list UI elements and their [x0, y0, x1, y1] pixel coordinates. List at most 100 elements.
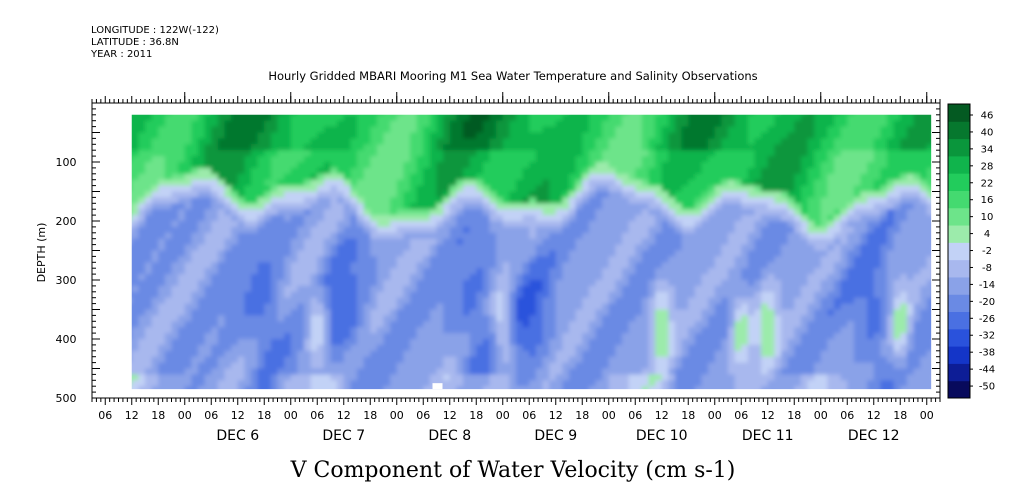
field-cell: [270, 156, 279, 163]
field-cell: [781, 374, 789, 381]
field-cell: [158, 368, 166, 375]
field-cell: [463, 250, 471, 257]
field-cell: [449, 138, 457, 145]
field-cell: [781, 120, 789, 128]
field-cell: [754, 162, 762, 169]
field-cell: [562, 226, 570, 234]
field-cell: [191, 368, 199, 375]
field-cell: [741, 120, 749, 128]
field-cell: [648, 120, 656, 128]
field-cell: [582, 280, 590, 287]
field-cell: [549, 268, 557, 275]
field-cell: [588, 285, 597, 293]
field-cell: [396, 179, 404, 187]
field-cell: [383, 386, 391, 390]
field-cell: [741, 167, 749, 175]
field-cell: [423, 179, 431, 187]
field-cell: [476, 344, 484, 352]
field-cell: [681, 280, 689, 287]
field-cell: [569, 321, 577, 328]
field-cell: [602, 333, 610, 340]
field-cell: [376, 386, 385, 390]
field-cell: [436, 185, 444, 193]
field-cell: [257, 256, 265, 263]
field-cell: [509, 297, 517, 305]
field-cell: [449, 256, 457, 263]
field-cell: [575, 191, 583, 198]
field-cell: [416, 215, 424, 222]
field-cell: [376, 138, 385, 145]
field-cell: [595, 144, 603, 151]
field-cell: [747, 350, 756, 358]
field-cell: [290, 120, 298, 128]
field-cell: [456, 203, 464, 210]
field-cell: [449, 309, 457, 316]
field-cell: [191, 280, 199, 287]
field-cell: [244, 262, 252, 269]
field-cell: [171, 138, 179, 145]
field-cell: [708, 232, 716, 240]
field-cell: [602, 250, 610, 257]
field-cell: [456, 350, 464, 358]
field-cell: [542, 238, 550, 246]
field-cell: [337, 339, 345, 346]
field-cell: [297, 339, 305, 346]
field-cell: [522, 362, 530, 370]
field-cell: [383, 221, 391, 228]
field-cell: [171, 327, 179, 334]
field-cell: [376, 315, 385, 322]
field-cell: [191, 215, 199, 222]
field-cell: [535, 150, 544, 157]
field-cell: [211, 156, 219, 163]
field-cell: [641, 339, 650, 346]
field-cell: [297, 274, 305, 281]
field-cell: [390, 221, 398, 228]
field-cell: [191, 309, 199, 316]
field-cell: [675, 191, 683, 198]
field-cell: [496, 368, 504, 375]
field-cell: [337, 268, 345, 275]
field-cell: [416, 350, 424, 358]
field-cell: [270, 297, 279, 305]
field-cell: [277, 285, 285, 293]
field-cell: [217, 191, 226, 198]
field-cell: [535, 215, 544, 222]
field-cell: [443, 250, 451, 257]
field-cell: [628, 356, 636, 364]
field-cell: [191, 262, 199, 269]
field-cell: [297, 221, 305, 228]
field-cell: [615, 173, 623, 181]
field-cell: [575, 126, 583, 134]
field-cell: [138, 268, 146, 275]
field-cell: [145, 321, 153, 328]
field-cell: [509, 150, 517, 157]
field-cell: [217, 232, 226, 240]
field-cell: [350, 244, 358, 252]
field-cell: [469, 262, 477, 269]
field-cell: [794, 150, 802, 157]
field-cell: [476, 321, 484, 328]
field-cell: [569, 350, 577, 358]
field-cell: [284, 150, 292, 157]
field-cell: [681, 120, 689, 128]
field-cell: [549, 191, 557, 198]
field-cell: [701, 144, 709, 151]
field-cell: [151, 362, 159, 370]
field-cell: [476, 362, 484, 370]
field-cell: [158, 144, 166, 151]
field-cell: [376, 362, 385, 370]
field-cell: [595, 268, 603, 275]
field-cell: [535, 333, 544, 340]
field-cell: [244, 209, 252, 216]
field-cell: [502, 356, 510, 364]
field-cell: [357, 132, 365, 139]
field-cell: [297, 386, 305, 390]
field-cell: [423, 333, 431, 340]
field-cell: [641, 221, 650, 228]
field-cell: [774, 250, 782, 257]
field-cell: [410, 132, 418, 139]
field-cell: [403, 156, 411, 163]
field-cell: [376, 126, 385, 134]
field-cell: [741, 368, 749, 375]
field-cell: [476, 132, 484, 139]
